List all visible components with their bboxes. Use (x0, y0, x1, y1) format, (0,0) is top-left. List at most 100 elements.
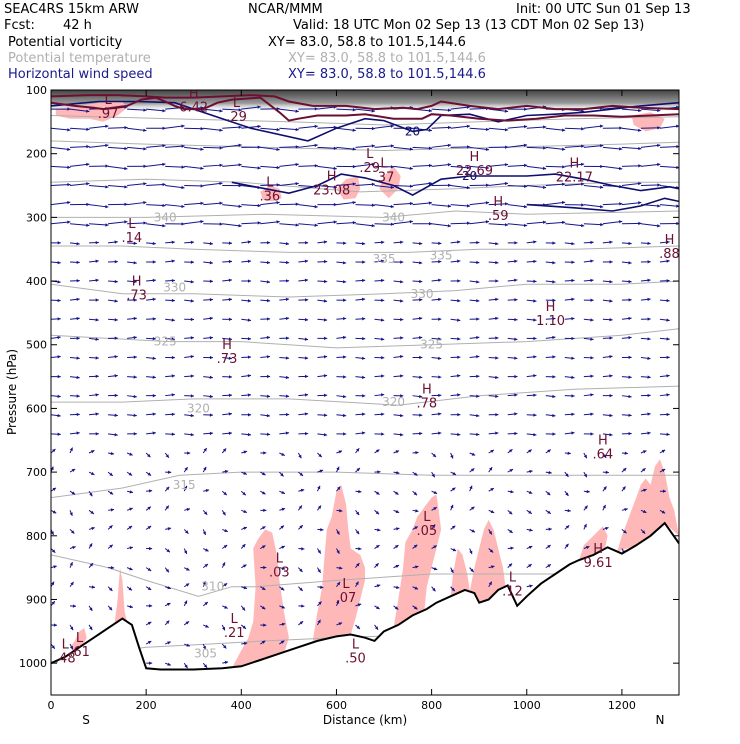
wind-vector (565, 544, 569, 549)
wind-vector (622, 128, 641, 132)
wind-vector (260, 166, 279, 169)
wind-vector (450, 568, 453, 573)
wind-vector (108, 545, 113, 549)
wind-vector (679, 220, 698, 224)
wind-vector (89, 393, 99, 396)
theta-label: 320 (382, 395, 405, 409)
wind-vector (127, 605, 133, 608)
wind-vector (508, 529, 513, 532)
extremum-high: H.59 (488, 195, 509, 224)
wind-vector (470, 299, 480, 302)
wind-vector (546, 221, 565, 224)
wind-vector (146, 376, 156, 379)
wind-vector (184, 374, 194, 377)
wind-vector (546, 261, 556, 264)
x-tick-label: 200 (136, 699, 157, 712)
wind-vector (260, 261, 270, 264)
wind-vector (622, 432, 632, 435)
wind-vector (165, 241, 175, 244)
wind-vector (355, 431, 365, 434)
theta-contour-355 (51, 116, 679, 126)
wind-vector (469, 486, 472, 492)
wind-vector (222, 318, 232, 321)
wind-vector (203, 510, 207, 514)
wind-vector (603, 355, 613, 358)
wind-vector (184, 184, 203, 187)
wind-vector (70, 546, 76, 549)
wind-vector (108, 414, 118, 417)
wind-vector (146, 507, 151, 511)
wind-vector (470, 468, 475, 472)
wind-vector (489, 432, 499, 435)
wind-vector (184, 166, 203, 170)
wind-vector (279, 546, 284, 549)
wind-vector (317, 528, 323, 531)
wind-vector (241, 221, 260, 224)
wind-vector (241, 355, 251, 358)
wind-vector (108, 166, 127, 170)
wind-vector (241, 565, 246, 568)
wind-vector (108, 147, 127, 150)
wind-vector (622, 147, 641, 150)
wind-vector (279, 223, 298, 226)
wind-vector (641, 144, 660, 147)
theta-label: 325 (154, 335, 177, 349)
wind-vector (146, 412, 156, 415)
x-tick-label: 1200 (608, 699, 636, 712)
wind-vector (241, 299, 251, 302)
wind-vector (355, 510, 359, 515)
extremum-value: .61 (69, 645, 90, 660)
wind-vector (432, 357, 442, 360)
wind-vector (394, 202, 413, 205)
wind-vector (565, 376, 575, 379)
extremum-letter: L (76, 631, 84, 646)
wind-vector (413, 222, 433, 225)
wind-vector (584, 125, 603, 129)
wind-vector (241, 606, 245, 611)
wind-vector (622, 356, 632, 359)
extremum-letter: L (128, 217, 136, 232)
wind-vector (89, 375, 99, 378)
wind-vector (260, 220, 279, 223)
valid-time: Valid: 18 UTC Mon 02 Sep 13 (13 CDT Mon … (293, 18, 644, 33)
wind-vector (660, 393, 670, 396)
wind-vector (679, 433, 689, 436)
wind-vector (241, 393, 251, 396)
wind-vector (317, 414, 327, 417)
wind-vector (51, 510, 56, 513)
wind-vector (70, 317, 80, 320)
wind-vector (89, 298, 99, 301)
wind-vector (222, 375, 232, 378)
wind-vector (622, 317, 632, 320)
wind-vector (603, 505, 606, 510)
wind-vector (413, 356, 423, 359)
wind-vector (336, 317, 346, 320)
wind-vector (51, 261, 61, 264)
wind-vector (584, 374, 594, 377)
wind-vector (260, 526, 265, 529)
wind-vector (622, 468, 626, 472)
wind-vector (641, 357, 651, 360)
wind-vector (127, 165, 146, 168)
extremum-value: .03 (269, 565, 290, 580)
wind-vector (375, 413, 385, 416)
y-tick-label: 200 (26, 148, 47, 161)
wind-vector (641, 183, 660, 186)
wind-vector (203, 356, 213, 359)
x-tick-label: 1000 (513, 699, 541, 712)
wind-vector (641, 298, 651, 301)
organization: NCAR/MMM (248, 2, 323, 17)
extremum-value: .07 (336, 591, 357, 606)
wind-vector (546, 241, 556, 244)
wind-vector (470, 261, 480, 264)
wind-vector (527, 221, 546, 224)
extremum-value: .12 (502, 585, 523, 600)
wind-vector (546, 564, 551, 567)
wind-vector (355, 547, 361, 550)
wind-vector (336, 414, 346, 417)
wind-vector (184, 451, 190, 454)
wind-vector (679, 449, 683, 453)
wind-vector (508, 338, 518, 341)
wind-vector (279, 182, 298, 186)
theta-label: 305 (194, 647, 217, 661)
